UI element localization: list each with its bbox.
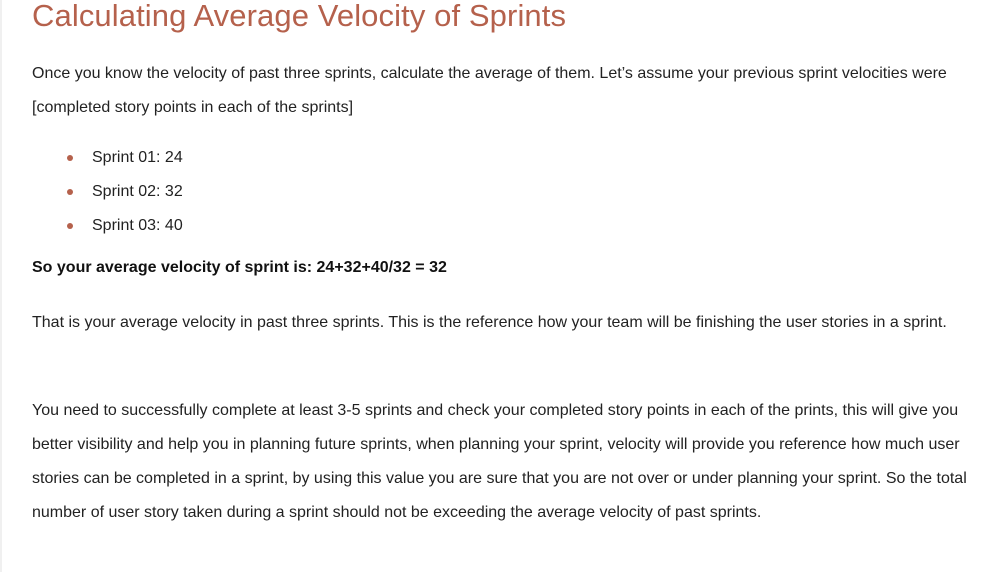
sprint-label: Sprint 01: 24	[92, 149, 183, 166]
sprint-label: Sprint 02: 32	[92, 183, 183, 200]
list-item: Sprint 02: 32	[32, 175, 183, 209]
reference-paragraph: That is your average velocity in past th…	[32, 314, 947, 331]
article-heading: Calculating Average Velocity of Sprints	[32, 0, 567, 33]
list-item: Sprint 01: 24	[32, 141, 183, 175]
page-left-border	[0, 0, 2, 572]
bullet-icon	[67, 189, 73, 195]
bullet-icon	[67, 155, 73, 161]
average-velocity-statement: So your average velocity of sprint is: 2…	[32, 259, 447, 276]
planning-paragraph: You need to successfully complete at lea…	[32, 402, 967, 521]
bullet-icon	[67, 223, 73, 229]
sprint-velocity-list: Sprint 01: 24 Sprint 02: 32 Sprint 03: 4…	[32, 141, 183, 243]
sprint-label: Sprint 03: 40	[92, 217, 183, 234]
list-item: Sprint 03: 40	[32, 209, 183, 243]
intro-paragraph: Once you know the velocity of past three…	[32, 65, 947, 116]
